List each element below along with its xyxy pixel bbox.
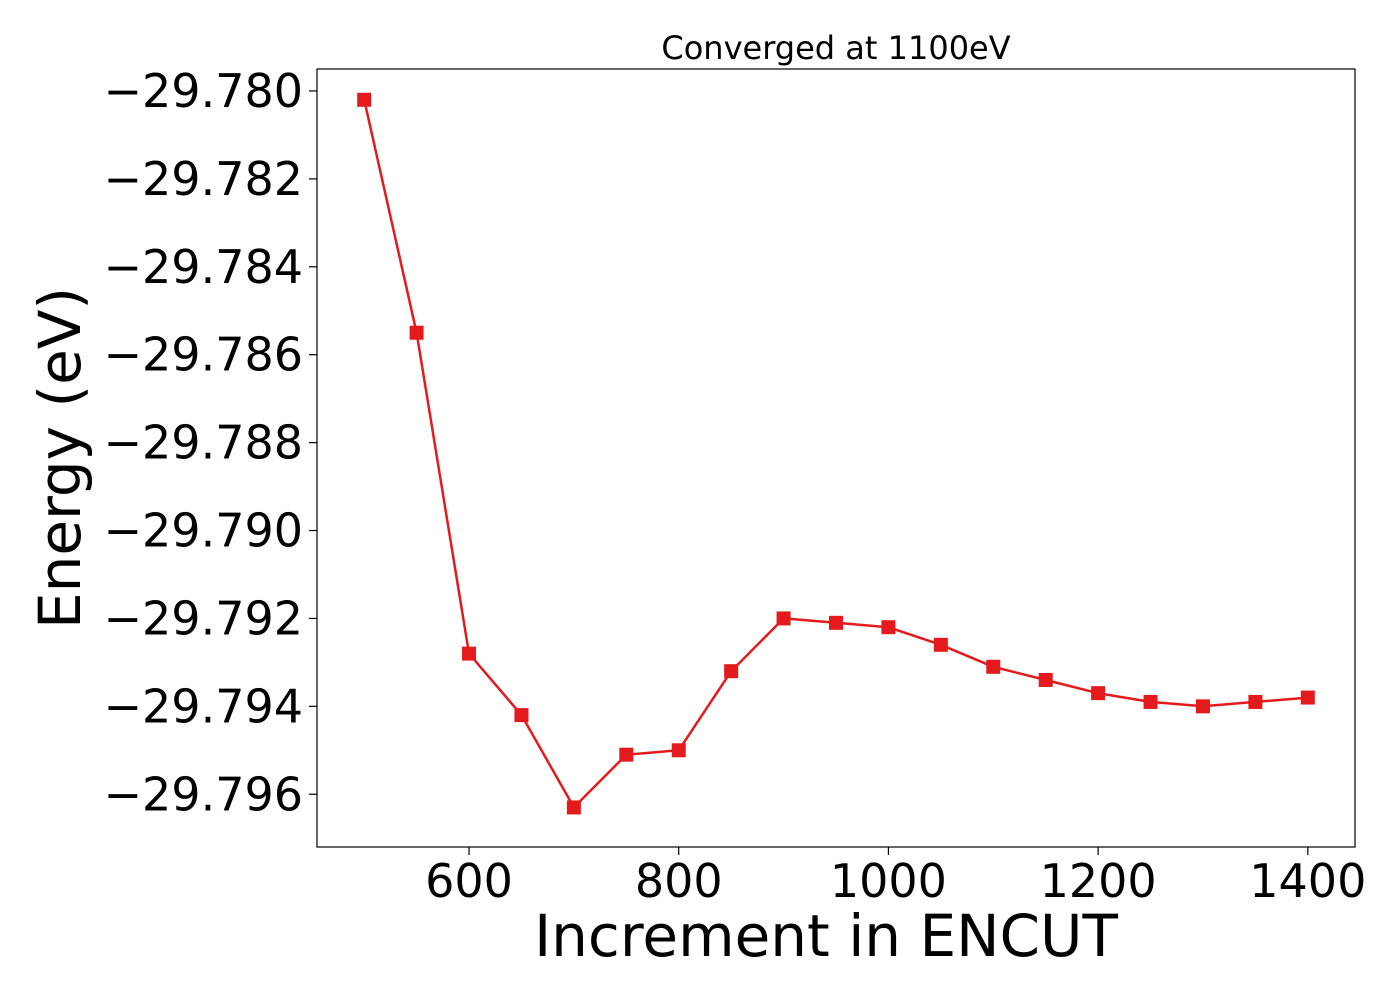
data-point-marker	[566, 800, 581, 815]
x-tick-label: 800	[635, 854, 723, 908]
data-point-marker	[462, 646, 477, 661]
y-tick-label: −29.782	[104, 152, 304, 206]
chart-title: Converged at 1100eV	[661, 29, 1010, 67]
y-tick-label: −29.784	[104, 240, 304, 294]
x-axis-label: Increment in ENCUT	[534, 902, 1118, 970]
series-line	[362, 99, 1308, 809]
y-axis-label: Energy (eV)	[26, 287, 94, 629]
y-tick-label: −29.788	[104, 416, 304, 470]
plot-frame	[316, 68, 1356, 848]
data-point-marker	[724, 664, 739, 679]
data-point-marker	[1091, 686, 1106, 701]
x-tick-label: 1200	[1040, 854, 1157, 908]
axes: 600 800 1000 1200 1400 −29.780 −29.782 −29.784 −…	[104, 64, 1367, 908]
data-point-marker	[829, 615, 843, 630]
data-point-marker	[514, 708, 529, 723]
x-tick-label: 1400	[1249, 854, 1366, 908]
data-point-marker	[1300, 690, 1315, 705]
data-point-marker	[933, 637, 948, 652]
data-point-marker	[1195, 699, 1210, 714]
y-tick-label: −29.796	[104, 767, 304, 821]
y-tick-label: −29.786	[104, 328, 304, 382]
data-point-marker	[1248, 694, 1263, 709]
y-tick-label: −29.794	[104, 679, 304, 733]
data-point-marker	[409, 325, 424, 340]
data-point-marker	[986, 659, 1001, 674]
data-point-marker	[357, 92, 372, 107]
data-point-marker	[1143, 694, 1158, 709]
x-tick-label: 1000	[830, 854, 947, 908]
x-tick-label: 600	[425, 854, 513, 908]
y-tick-label: −29.780	[104, 64, 304, 118]
data-point-marker	[671, 743, 686, 758]
data-point-marker	[881, 620, 896, 635]
y-tick-label: −29.790	[104, 504, 304, 558]
data-point-marker	[619, 747, 634, 762]
data-point-marker	[776, 611, 791, 626]
data-point-marker	[1038, 672, 1053, 687]
y-tick-label: −29.792	[104, 591, 304, 645]
plot-area	[357, 92, 1315, 815]
